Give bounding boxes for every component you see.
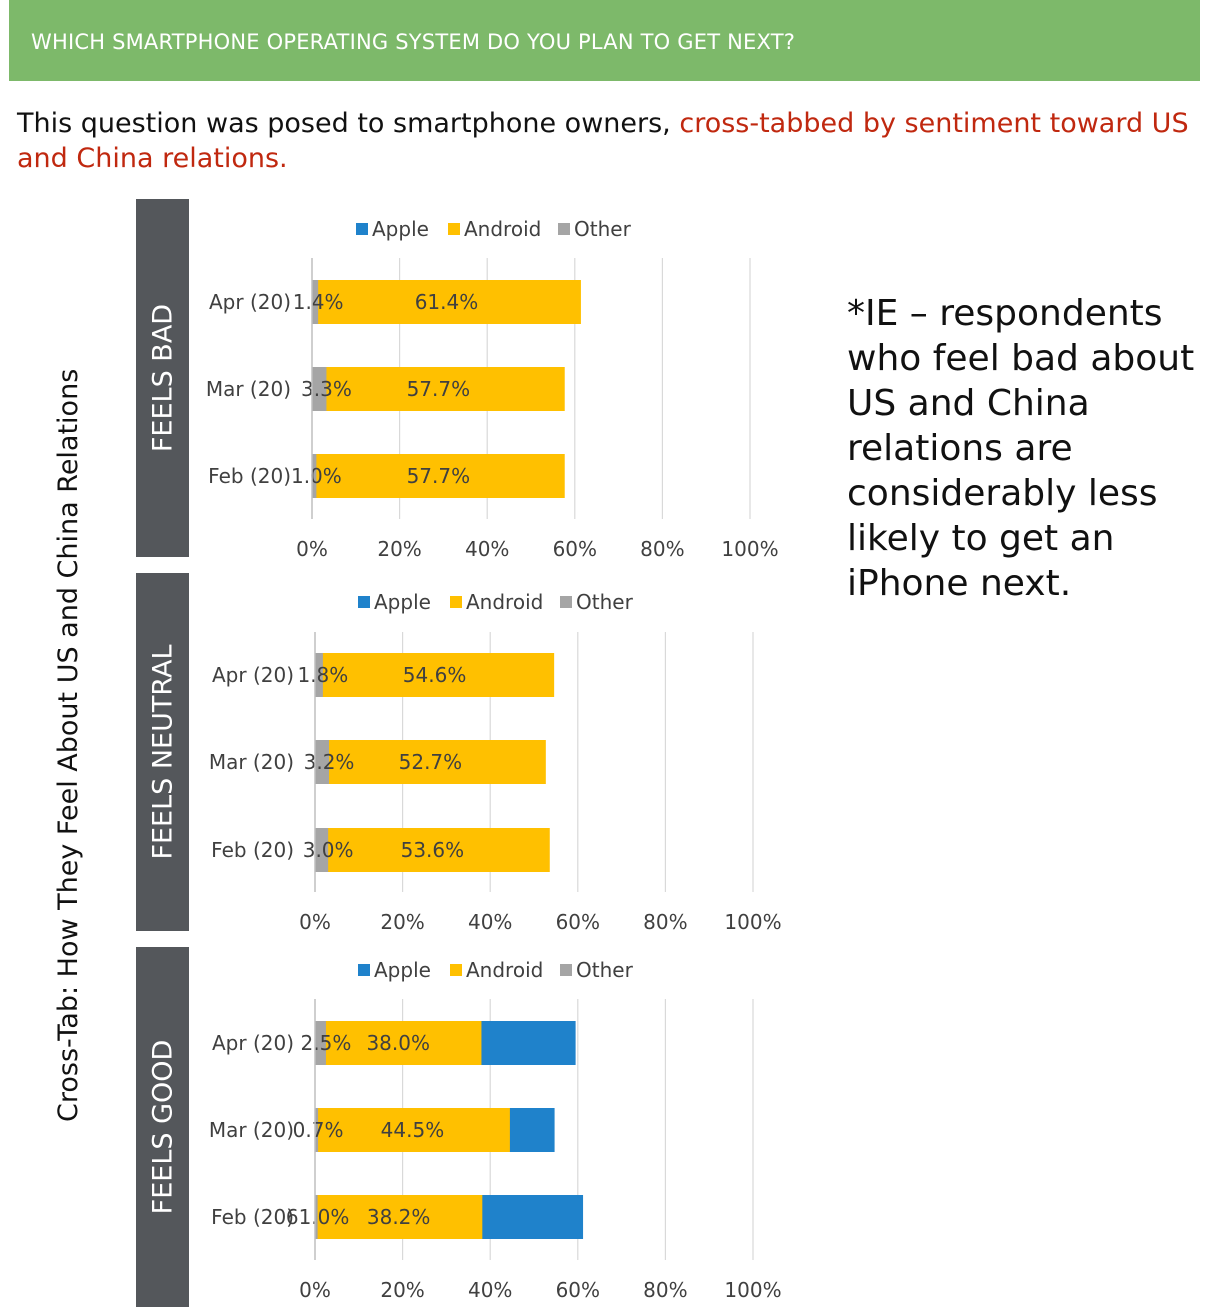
feels-good-legend-swatch-android <box>450 964 462 976</box>
feels-good-data-label-apr-20-android: 38.0% <box>366 1031 430 1055</box>
feels-neutral-bar-apr-20-android <box>315 653 555 697</box>
group-bar-feels-good: FEELS GOOD <box>136 947 189 1307</box>
intro-text: This question was posed to smartphone ow… <box>17 106 1197 176</box>
feels-neutral-category-label: Apr (20) <box>212 663 294 687</box>
feels-good-bar-feb-20-other <box>315 1195 318 1239</box>
feels-bad-data-label-mar-20-android: 57.7% <box>407 377 471 401</box>
feels-neutral-tick-label: 100% <box>724 910 781 934</box>
intro-highlight: cross-tabbed by sentiment toward US and … <box>17 108 1189 174</box>
feels-good-tick-label: 0% <box>299 1278 331 1302</box>
feels-neutral-legend-label-android: Android <box>466 590 543 614</box>
feels-good-data-label-feb-20-android: 38.2% <box>367 1205 431 1229</box>
feels-neutral-legend-label-other: Other <box>576 590 634 614</box>
feels-bad-tick-label: 40% <box>465 537 509 561</box>
feels-bad-legend-swatch-other <box>558 223 570 235</box>
feels-bad-legend-label-android: Android <box>464 217 541 241</box>
feels-bad-bar-feb-20-android <box>312 454 565 498</box>
feels-bad-legend-label-other: Other <box>574 217 632 241</box>
feels-good-tick-label: 60% <box>556 1278 600 1302</box>
feels-neutral-data-label-mar-20-other: 3.2% <box>304 750 355 774</box>
feels-good-tick-label: 100% <box>724 1278 781 1302</box>
feels-good-legend-label-android: Android <box>466 958 543 982</box>
feels-bad-bar-mar-20-other <box>312 367 327 411</box>
feels-good-bar-mar-20-android <box>315 1108 510 1152</box>
group-bar-feels-bad: FEELS BAD <box>136 199 189 557</box>
feels-bad-bar-apr-20-other <box>312 280 319 324</box>
feels-neutral-tick-label: 20% <box>380 910 424 934</box>
feels-neutral-bar-feb-20-android <box>315 828 550 872</box>
feels-neutral-bar-apr-20-other <box>315 653 323 697</box>
feels-bad-legend-label-apple: Apple <box>372 217 429 241</box>
feels-bad-bar-mar-20-android <box>312 367 565 411</box>
feels-good-legend-swatch-other <box>560 964 572 976</box>
feels-neutral-data-label-mar-20-android: 52.7% <box>399 750 463 774</box>
feels-good-legend-label-apple: Apple <box>374 958 431 982</box>
feels-bad-legend-swatch-apple <box>356 223 368 235</box>
feels-neutral-tick-label: 80% <box>643 910 687 934</box>
header-banner: WHICH SMARTPHONE OPERATING SYSTEM DO YOU… <box>9 0 1200 81</box>
feels-good-bar-apr-20-android <box>315 1021 482 1065</box>
feels-bad-category-label: Feb (20) <box>208 464 291 488</box>
page-title: WHICH SMARTPHONE OPERATING SYSTEM DO YOU… <box>31 30 796 54</box>
feels-neutral-legend-swatch-other <box>560 596 572 608</box>
feels-bad-tick-label: 0% <box>296 537 328 561</box>
feels-neutral-legend-swatch-android <box>450 596 462 608</box>
feels-neutral-bar-mar-20-android <box>315 740 546 784</box>
feels-bad-data-label-mar-20-other: 3.3% <box>301 377 352 401</box>
insight-note: *IE – respondents who feel bad about US … <box>847 293 1195 604</box>
feels-good-legend-label-other: Other <box>576 958 634 982</box>
feels-bad-category-label: Mar (20) <box>206 377 291 401</box>
feels-good-legend-swatch-apple <box>358 964 370 976</box>
feels-bad-legend-swatch-android <box>448 223 460 235</box>
feels-neutral-tick-label: 0% <box>299 910 331 934</box>
feels-good-bar-mar-20-other <box>315 1108 319 1152</box>
feels-neutral-data-label-apr-20-android: 54.6% <box>403 663 467 687</box>
feels-good-tick-label: 40% <box>468 1278 512 1302</box>
feels-neutral-data-label-feb-20-android: 53.6% <box>401 838 465 862</box>
feels-neutral-category-label: Mar (20) <box>209 750 294 774</box>
feels-bad-category-label: Apr (20) <box>209 290 291 314</box>
feels-bad-data-label-apr-20-android: 61.4% <box>415 290 479 314</box>
feels-good-bar-feb-20-android <box>315 1195 483 1239</box>
feels-neutral-data-label-apr-20-other: 1.8% <box>297 663 348 687</box>
feels-good-tick-label: 20% <box>380 1278 424 1302</box>
feels-bad-tick-label: 20% <box>377 537 421 561</box>
feels-good-data-label-mar-20-other: 0.7% <box>293 1118 344 1142</box>
feels-good-category-label: Mar (20) <box>209 1118 294 1142</box>
feels-neutral-category-label: Feb (20) <box>211 838 294 862</box>
feels-good-tick-label: 80% <box>643 1278 687 1302</box>
feels-bad-bar-feb-20-other <box>312 454 317 498</box>
feels-good-data-label-apr-20-other: 2.5% <box>301 1031 352 1055</box>
feels-bad-data-label-apr-20-other: 1.4% <box>293 290 344 314</box>
feels-bad-tick-label: 80% <box>640 537 684 561</box>
feels-good-category-label: Feb (20) <box>211 1205 294 1229</box>
feels-neutral-legend-swatch-apple <box>358 596 370 608</box>
feels-neutral-bar-mar-20-other <box>315 740 330 784</box>
feels-neutral-bar-feb-20-other <box>315 828 329 872</box>
feels-neutral-data-label-feb-20-other: 3.0% <box>303 838 354 862</box>
feels-bad-tick-label: 60% <box>553 537 597 561</box>
feels-bad-bar-apr-20-android <box>312 280 581 324</box>
feels-bad-tick-label: 100% <box>721 537 778 561</box>
feels-good-bar-apr-20-other <box>315 1021 326 1065</box>
feels-bad-data-label-feb-20-other: 1.0% <box>291 464 342 488</box>
feels-neutral-tick-label: 60% <box>556 910 600 934</box>
intro-plain: This question was posed to smartphone ow… <box>17 108 680 139</box>
feels-bad-data-label-feb-20-android: 57.7% <box>407 464 471 488</box>
feels-good-data-label-mar-20-android: 44.5% <box>381 1118 445 1142</box>
feels-good-category-label: Apr (20) <box>212 1031 294 1055</box>
feels-neutral-tick-label: 40% <box>468 910 512 934</box>
group-bar-feels-neutral: FEELS NEUTRAL <box>136 573 189 931</box>
feels-good-data-label-feb-20-other: 61.0% <box>286 1205 350 1229</box>
feels-neutral-legend-label-apple: Apple <box>374 590 431 614</box>
